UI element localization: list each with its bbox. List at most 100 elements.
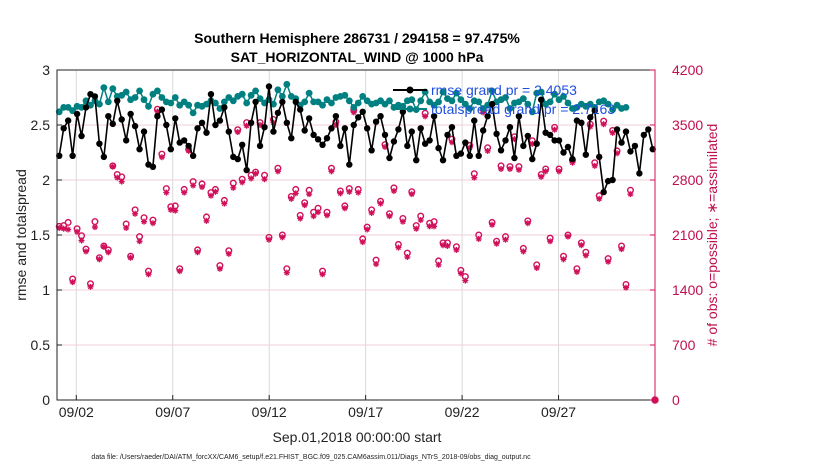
obs-assimilated-point	[328, 168, 335, 175]
obs-assimilated-point	[319, 271, 326, 278]
obs-assimilated-point	[627, 191, 634, 198]
totalspread-point	[408, 96, 416, 104]
obs-assimilated-point	[444, 243, 451, 249]
rmse-point	[185, 142, 192, 150]
totalspread-point	[95, 100, 103, 108]
obs-assimilated-point	[261, 176, 268, 183]
rmse-point	[96, 140, 103, 147]
totalspread-point	[528, 108, 536, 116]
obs-assimilated-point	[596, 195, 603, 202]
totalspread-point	[359, 93, 367, 100]
obs-assimilated-point	[493, 240, 500, 247]
obs-assimilated-point	[91, 224, 98, 231]
obs-assimilated-point	[417, 217, 424, 224]
rmse-point	[466, 152, 473, 159]
totalspread-point	[229, 97, 237, 105]
obs-assimilated-point	[118, 178, 125, 185]
rmse-point	[609, 176, 616, 184]
rmse-point	[225, 128, 233, 135]
totalspread-point	[301, 98, 309, 106]
rmse-point	[297, 106, 304, 113]
totalspread-point	[171, 94, 179, 101]
rmse-point	[377, 113, 384, 120]
totalspread-point	[158, 94, 166, 101]
rmse-point	[520, 142, 527, 150]
totalspread-point	[354, 99, 362, 107]
obs-assimilated-point	[323, 212, 330, 219]
rmse-point	[471, 117, 478, 124]
totalspread-point	[238, 90, 246, 98]
rmse-point	[247, 119, 255, 127]
y-axis-label-left: rmse and totalspread	[13, 169, 29, 301]
rmse-point	[533, 140, 540, 147]
rmse-point	[154, 113, 161, 120]
rmse-point	[462, 139, 469, 146]
obs-assimilated-point	[87, 283, 94, 290]
obs-assimilated-point	[462, 277, 469, 284]
totalspread-point	[252, 87, 259, 95]
obs-assimilated-point	[78, 237, 85, 244]
obs-assimilated-point	[520, 248, 527, 255]
rmse-point	[288, 135, 295, 142]
rmse-point	[56, 152, 63, 159]
rmse-point	[279, 98, 286, 106]
obs-assimilated-point	[167, 206, 174, 213]
obs-assimilated-point	[377, 200, 384, 207]
rmse-point	[355, 114, 362, 121]
totalspread-point	[604, 100, 612, 108]
totalspread-point	[305, 89, 313, 97]
rmse-point	[546, 131, 554, 139]
obs-assimilated-point	[551, 126, 558, 133]
rmse-point	[180, 137, 188, 144]
obs-assimilated-point	[564, 233, 571, 240]
totalspread-point	[154, 87, 161, 95]
obs-assimilated-point	[440, 242, 447, 249]
obs-assimilated-point	[471, 174, 478, 181]
tick-label-left: 0.5	[31, 337, 51, 353]
rmse-point	[645, 126, 652, 133]
obs-assimilated-point	[609, 129, 616, 136]
rmse-point	[439, 157, 447, 164]
rmse-point	[444, 131, 451, 139]
totalspread-point	[189, 109, 197, 117]
obs-assimilated-point	[395, 244, 402, 251]
obs-assimilated-point	[207, 192, 214, 199]
rmse-point	[136, 146, 143, 153]
totalspread-point	[220, 98, 228, 106]
rmse-point	[430, 113, 438, 120]
rmse-point	[319, 141, 326, 148]
obs-assimilated-point	[435, 261, 442, 268]
rmse-point	[189, 152, 197, 159]
obs-assimilated-point	[234, 129, 241, 136]
obs-assimilated-point	[524, 220, 531, 227]
rmse-point	[649, 146, 656, 153]
rmse-point	[569, 155, 576, 163]
totalspread-point	[328, 99, 335, 107]
obs-assimilated-point	[453, 246, 460, 253]
totalspread-point	[524, 100, 532, 108]
obs-assimilated-point	[341, 205, 348, 212]
tick-label-right: 3500	[672, 117, 703, 133]
rmse-point	[270, 128, 277, 135]
obs-assimilated-point	[105, 249, 112, 256]
obs-assimilated-point	[221, 200, 228, 207]
obs-possible-point	[64, 218, 72, 226]
totalspread-point	[386, 97, 393, 105]
totalspread-point	[185, 101, 193, 109]
obs-assimilated-point	[364, 226, 371, 233]
obs-assimilated-point	[158, 154, 165, 161]
rmse-point	[350, 121, 357, 129]
rmse-point	[484, 113, 491, 120]
legend-spread-marker	[406, 105, 414, 113]
totalspread-point	[350, 104, 358, 111]
rmse-point	[587, 114, 594, 121]
rmse-point	[234, 155, 241, 163]
totalspread-point	[145, 102, 152, 110]
tick-label-left: 3	[42, 62, 50, 78]
totalspread-point	[283, 80, 291, 88]
totalspread-point	[100, 84, 108, 91]
totalspread-point	[448, 97, 456, 105]
rmse-point	[328, 125, 335, 132]
ticks-x: 09/02 09/07 09/12 09/17 09/22 09/27	[59, 395, 576, 420]
